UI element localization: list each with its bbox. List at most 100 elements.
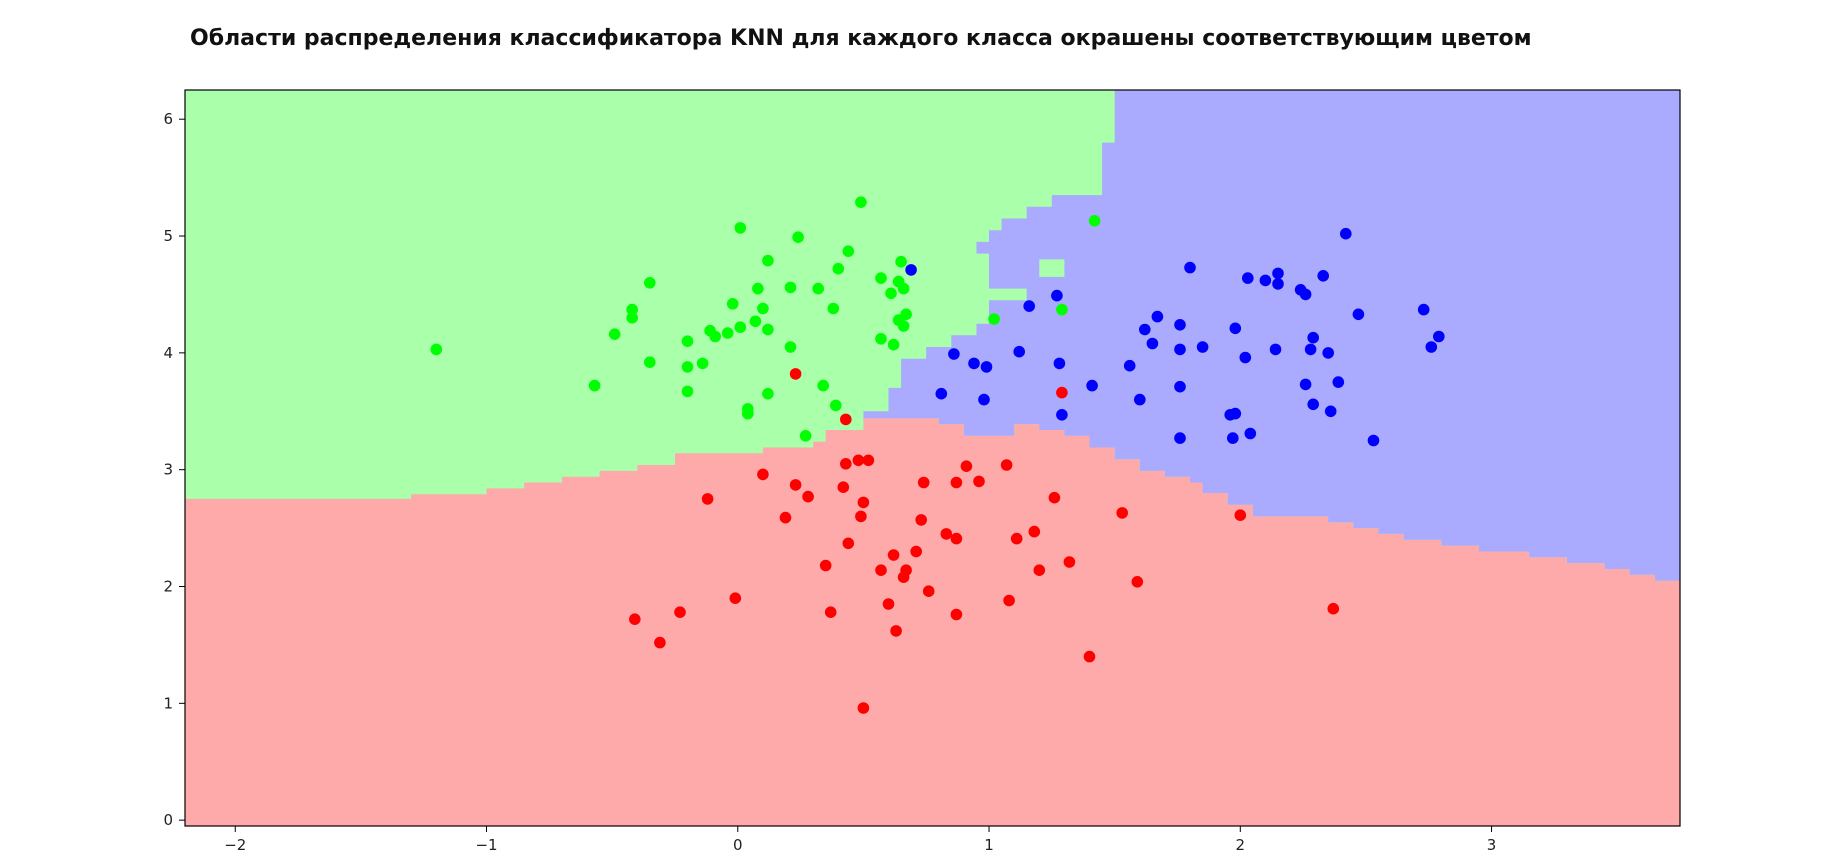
x-tick-label: 2 bbox=[1236, 836, 1246, 852]
point-green bbox=[742, 407, 754, 420]
point-blue bbox=[1304, 343, 1317, 356]
point-red bbox=[1116, 507, 1128, 519]
point-green bbox=[721, 327, 734, 339]
point-green bbox=[817, 379, 829, 392]
point-green bbox=[644, 277, 656, 289]
point-red bbox=[915, 514, 927, 526]
chart-title: Области распределения классификатора KNN… bbox=[190, 26, 1532, 51]
point-red bbox=[1003, 594, 1015, 607]
point-green bbox=[681, 361, 694, 373]
point-green bbox=[784, 341, 797, 353]
point-red bbox=[852, 454, 865, 467]
point-green bbox=[827, 302, 840, 315]
point-blue bbox=[1367, 434, 1380, 447]
point-green bbox=[626, 312, 638, 324]
x-tick-label: 1 bbox=[984, 836, 994, 852]
point-green bbox=[749, 315, 762, 328]
point-green bbox=[1056, 303, 1068, 316]
point-red bbox=[857, 496, 870, 509]
point-blue bbox=[1299, 288, 1312, 301]
point-red bbox=[950, 608, 963, 621]
plot-frame bbox=[184, 89, 1681, 827]
point-red bbox=[857, 702, 870, 714]
point-green bbox=[988, 313, 1000, 325]
point-red bbox=[950, 476, 963, 489]
point-green bbox=[1088, 215, 1101, 227]
region-red bbox=[185, 418, 1680, 826]
point-green bbox=[887, 338, 900, 351]
point-blue bbox=[1146, 337, 1159, 350]
point-red bbox=[900, 564, 912, 576]
point-red bbox=[789, 368, 802, 380]
point-red bbox=[973, 475, 985, 488]
point-blue bbox=[1269, 343, 1282, 356]
point-red bbox=[701, 493, 714, 505]
point-green bbox=[752, 282, 764, 295]
point-blue bbox=[1023, 300, 1035, 312]
y-axis: 0 1 2 3 4 5 6 bbox=[163, 110, 185, 829]
x-tick-label: −1 bbox=[475, 836, 497, 852]
point-blue bbox=[1272, 267, 1284, 280]
point-green bbox=[608, 328, 621, 341]
point-red bbox=[950, 532, 963, 545]
point-red bbox=[1033, 564, 1046, 576]
point-red bbox=[824, 606, 837, 618]
point-blue bbox=[980, 361, 993, 373]
point-blue bbox=[1242, 272, 1254, 284]
region-blue bbox=[863, 90, 1680, 581]
point-red bbox=[1048, 491, 1061, 504]
point-green bbox=[875, 272, 887, 284]
point-blue bbox=[1239, 351, 1252, 364]
point-green bbox=[855, 196, 867, 208]
point-red bbox=[837, 481, 850, 494]
point-red bbox=[840, 413, 852, 426]
point-green bbox=[762, 254, 774, 267]
point-blue bbox=[1272, 278, 1284, 290]
y-tick-label: 6 bbox=[163, 110, 173, 128]
y-tick-label: 2 bbox=[163, 578, 173, 596]
x-tick-label: 0 bbox=[733, 836, 743, 852]
point-green bbox=[588, 379, 601, 392]
point-red bbox=[855, 510, 867, 523]
point-red bbox=[882, 598, 895, 610]
point-blue bbox=[1086, 379, 1098, 392]
point-green bbox=[681, 335, 694, 348]
point-blue bbox=[1332, 376, 1345, 388]
point-blue bbox=[1244, 427, 1257, 440]
point-blue bbox=[1227, 432, 1239, 444]
point-green bbox=[762, 323, 774, 336]
point-blue bbox=[1433, 330, 1445, 343]
point-red bbox=[1234, 509, 1247, 521]
point-blue bbox=[1134, 393, 1146, 406]
point-blue bbox=[1051, 289, 1063, 302]
point-blue bbox=[1123, 359, 1136, 372]
point-blue bbox=[1352, 308, 1365, 321]
point-blue bbox=[1417, 303, 1430, 316]
point-green bbox=[762, 387, 774, 400]
point-red bbox=[757, 468, 769, 481]
point-green bbox=[897, 282, 910, 295]
point-blue bbox=[1259, 274, 1272, 287]
point-green bbox=[792, 231, 804, 243]
point-red bbox=[1010, 532, 1023, 545]
point-blue bbox=[1174, 319, 1186, 331]
point-green bbox=[842, 245, 855, 257]
point-blue bbox=[1151, 310, 1164, 323]
point-red bbox=[674, 606, 686, 618]
point-red bbox=[842, 537, 855, 550]
point-green bbox=[709, 330, 721, 343]
point-green bbox=[830, 399, 842, 412]
x-axis: −2 −1 0 1 2 3 bbox=[224, 826, 1496, 852]
point-blue bbox=[1317, 270, 1329, 282]
point-red bbox=[819, 559, 832, 572]
point-red bbox=[922, 585, 935, 597]
point-green bbox=[430, 343, 443, 356]
point-blue bbox=[968, 357, 980, 370]
y-tick-label: 1 bbox=[163, 694, 173, 712]
point-blue bbox=[1184, 261, 1196, 274]
point-green bbox=[726, 298, 739, 310]
point-green bbox=[644, 356, 656, 369]
point-blue bbox=[1324, 405, 1337, 418]
y-tick-label: 3 bbox=[163, 461, 173, 479]
point-blue bbox=[1307, 331, 1319, 344]
